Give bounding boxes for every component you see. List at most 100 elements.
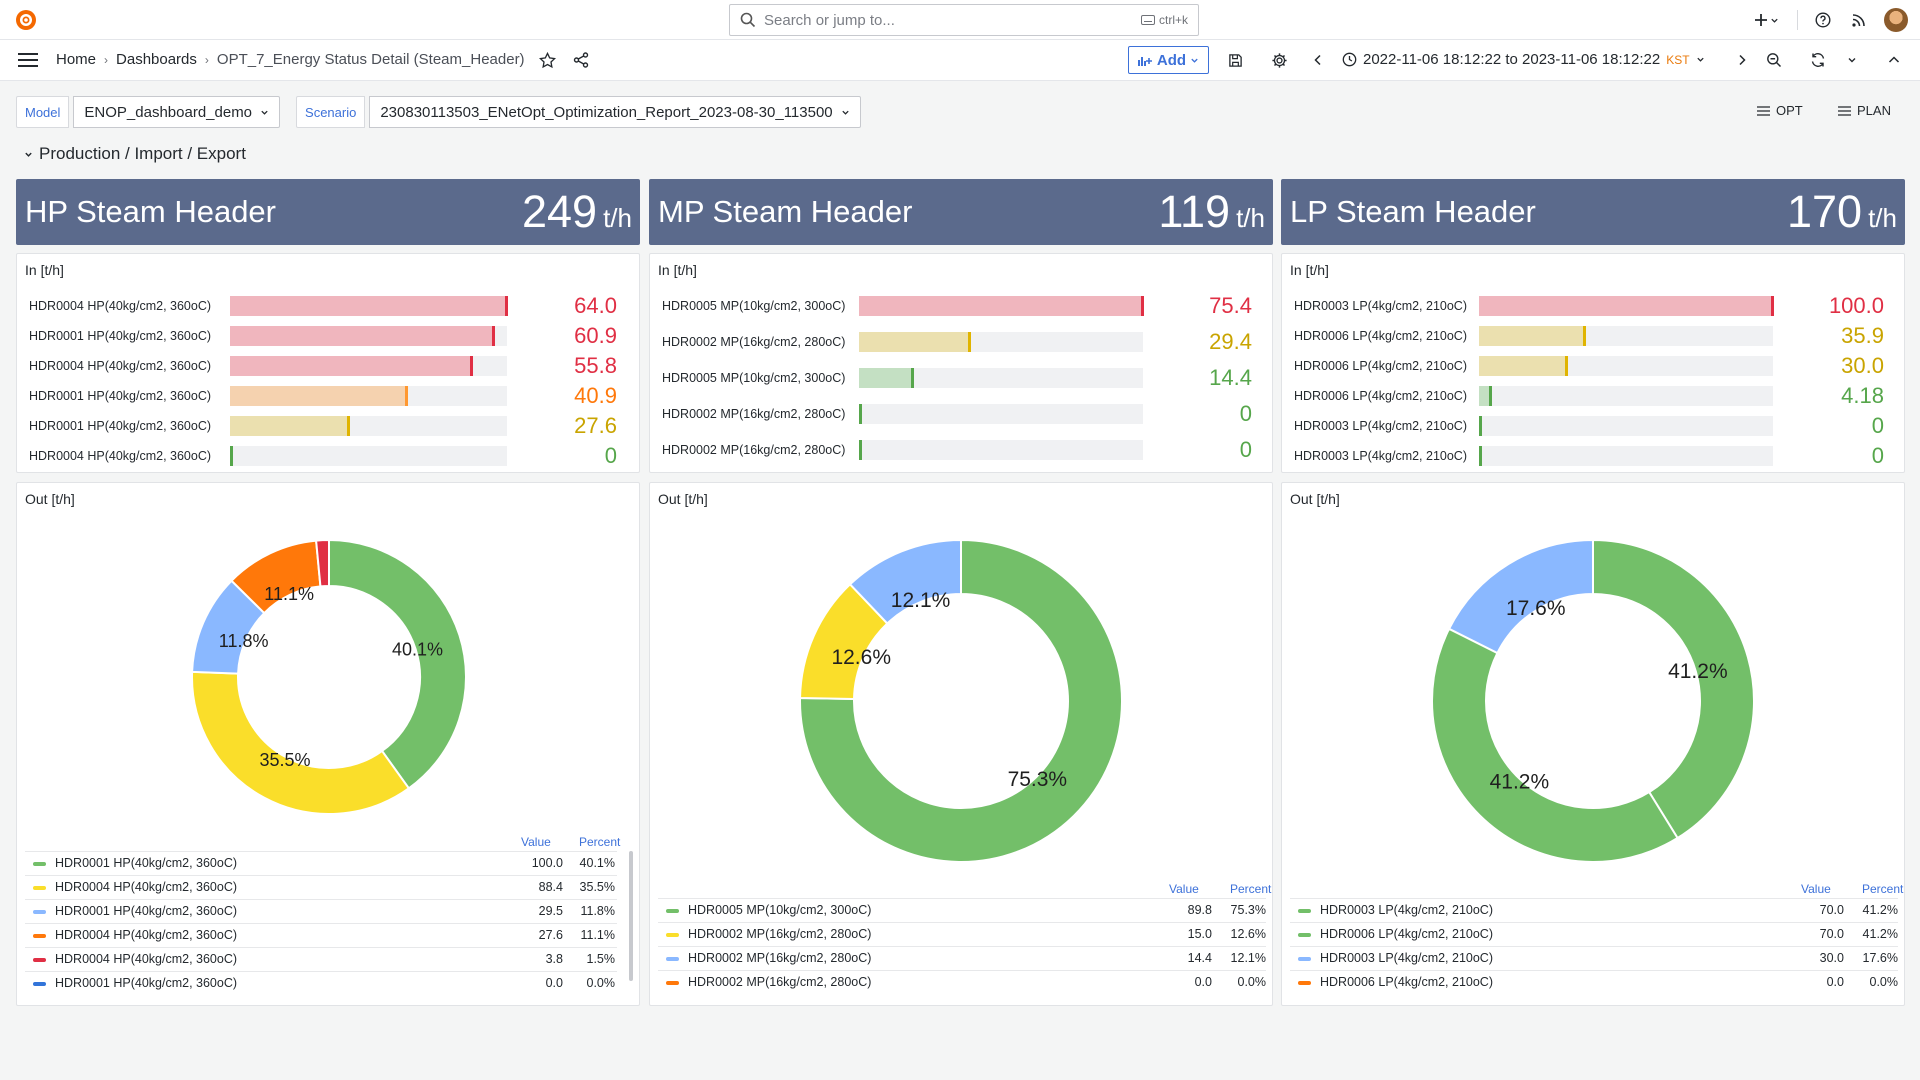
- header-name: LP Steam Header: [1290, 194, 1536, 229]
- donut-slice-label: 41.2%: [1490, 770, 1550, 793]
- legend-row[interactable]: HDR0001 HP(40kg/cm2, 360oC) 29.5 11.8%: [25, 899, 617, 923]
- grafana-logo-icon[interactable]: [14, 8, 38, 32]
- bar-edge: [1141, 296, 1144, 316]
- legend-swatch: [666, 933, 679, 937]
- donut-legend: Value Percent HDR0003 LP(4kg/cm2, 210oC) 70…: [1290, 882, 1903, 1002]
- zoom-out-button[interactable]: [1764, 50, 1784, 70]
- donut-slice[interactable]: [1592, 538, 1755, 840]
- bar-label: HDR0005 MP(10kg/cm2, 300oC): [662, 299, 846, 313]
- bar-value: 75.4: [1209, 293, 1252, 318]
- legend-header-value[interactable]: Value: [1169, 882, 1199, 896]
- bar-track: [230, 356, 507, 376]
- share-button[interactable]: [571, 50, 591, 70]
- star-button[interactable]: [537, 50, 557, 70]
- legend-row[interactable]: HDR0006 LP(4kg/cm2, 210oC) 0.0 0.0%: [1290, 970, 1898, 994]
- bar-track: [230, 386, 507, 406]
- time-forward-button[interactable]: [1732, 50, 1752, 70]
- legend-row[interactable]: HDR0003 LP(4kg/cm2, 210oC) 30.0 17.6%: [1290, 946, 1898, 970]
- legend-percent: 0.0%: [1869, 975, 1899, 989]
- time-back-button[interactable]: [1308, 50, 1328, 70]
- legend-row[interactable]: HDR0004 HP(40kg/cm2, 360oC) 88.4 35.5%: [25, 875, 617, 899]
- scenario-select[interactable]: 230830113503_ENetOpt_Optimization_Report…: [369, 96, 861, 128]
- legend-label: HDR0004 HP(40kg/cm2, 360oC): [55, 880, 238, 894]
- time-range-picker[interactable]: 2022-11-06 18:12:22 to 2023-11-06 18:12:…: [1342, 51, 1705, 68]
- donut-slice-label: 12.1%: [891, 589, 951, 612]
- legend-header-value[interactable]: Value: [1801, 882, 1831, 896]
- breadcrumb-home[interactable]: Home: [56, 51, 97, 68]
- top-right-actions: [1749, 6, 1908, 34]
- help-button[interactable]: [1812, 9, 1834, 31]
- panel-title: Out [t/h]: [25, 491, 75, 507]
- donut-slice[interactable]: [1447, 538, 1594, 655]
- hp-in-panel: In [t/h] HDR0004 HP(40kg/cm2, 360oC) 64.0…: [16, 253, 640, 473]
- chevron-right-icon: ›: [204, 52, 209, 67]
- settings-button[interactable]: [1269, 50, 1289, 70]
- collapse-button[interactable]: [1884, 50, 1904, 70]
- add-button[interactable]: Add: [1128, 46, 1209, 74]
- opt-link[interactable]: OPT: [1757, 103, 1803, 118]
- refresh-interval-dropdown[interactable]: [1842, 50, 1862, 70]
- legend-value: 0.0: [1826, 975, 1844, 989]
- legend-scrollbar[interactable]: [629, 851, 633, 981]
- bar-track: [859, 440, 1143, 460]
- legend-percent: 0.0%: [586, 976, 616, 990]
- donut-slice[interactable]: [1431, 627, 1679, 863]
- donut-slice[interactable]: [191, 670, 411, 815]
- news-button[interactable]: [1848, 9, 1870, 31]
- legend-header-percent[interactable]: Percent: [1862, 882, 1904, 896]
- legend-row[interactable]: HDR0001 HP(40kg/cm2, 360oC) 100.0 40.1%: [25, 851, 617, 875]
- bar-gauge-row: HDR0004 HP(40kg/cm2, 360oC) 64.0: [17, 293, 639, 318]
- bar-label: HDR0006 LP(4kg/cm2, 210oC): [1294, 329, 1467, 343]
- legend-row[interactable]: HDR0002 MP(16kg/cm2, 280oC) 15.0 12.6%: [658, 922, 1266, 946]
- model-select[interactable]: ENOP_dashboard_demo: [73, 96, 281, 128]
- bar-edge: [347, 416, 351, 436]
- legend-label: HDR0002 MP(16kg/cm2, 280oC): [688, 951, 872, 965]
- legend-row[interactable]: HDR0002 MP(16kg/cm2, 280oC) 0.0 0.0%: [658, 970, 1266, 994]
- legend-header-percent[interactable]: Percent: [579, 835, 621, 849]
- plus-icon: [1754, 14, 1767, 26]
- donut-slice[interactable]: [848, 538, 962, 625]
- legend-percent: 35.5%: [579, 880, 615, 894]
- menu-icon[interactable]: [18, 53, 38, 67]
- row-header-production[interactable]: Production / Import / Export: [24, 144, 246, 164]
- legend-percent: 17.6%: [1862, 951, 1898, 965]
- legend-label: HDR0004 HP(40kg/cm2, 360oC): [55, 928, 238, 942]
- bar-value: 30.0: [1841, 353, 1884, 378]
- timezone-badge: KST: [1666, 52, 1690, 67]
- bar-value: 40.9: [574, 383, 617, 408]
- legend-swatch: [33, 886, 46, 890]
- avatar[interactable]: [1884, 8, 1908, 32]
- donut-slice[interactable]: [799, 538, 1123, 863]
- panel-title: Out [t/h]: [658, 491, 708, 507]
- legend-row[interactable]: HDR0003 LP(4kg/cm2, 210oC) 70.0 41.2%: [1290, 898, 1898, 922]
- legend-row[interactable]: HDR0004 HP(40kg/cm2, 360oC) 27.6 11.1%: [25, 923, 617, 947]
- bar-label: HDR0002 MP(16kg/cm2, 280oC): [662, 443, 846, 457]
- legend-row[interactable]: HDR0001 HP(40kg/cm2, 360oC) 0.0 0.0%: [25, 971, 617, 995]
- bar-track: [1479, 446, 1773, 466]
- legend-row[interactable]: HDR0004 HP(40kg/cm2, 360oC) 3.8 1.5%: [25, 947, 617, 971]
- chevron-down-icon: [841, 110, 849, 115]
- new-menu-button[interactable]: [1749, 9, 1783, 31]
- legend-header-percent[interactable]: Percent: [1230, 882, 1272, 896]
- donut-slice-label: 17.6%: [1506, 597, 1566, 620]
- legend-row[interactable]: HDR0006 LP(4kg/cm2, 210oC) 70.0 41.2%: [1290, 922, 1898, 946]
- legend-row[interactable]: HDR0002 MP(16kg/cm2, 280oC) 14.4 12.1%: [658, 946, 1266, 970]
- legend-value: 100.0: [531, 856, 563, 870]
- bar-track: [1479, 356, 1773, 376]
- search-input[interactable]: Search or jump to... ctrl+k: [729, 4, 1199, 36]
- keyboard-icon: [1140, 15, 1155, 25]
- save-button[interactable]: [1225, 50, 1245, 70]
- bar-track: [859, 296, 1144, 316]
- bar-edge: [859, 440, 862, 460]
- legend-label: HDR0005 MP(10kg/cm2, 300oC): [688, 903, 872, 917]
- plan-link[interactable]: PLAN: [1838, 103, 1891, 118]
- breadcrumb-dashboards[interactable]: Dashboards: [116, 51, 197, 68]
- refresh-button[interactable]: [1808, 50, 1828, 70]
- legend-value: 14.4: [1187, 951, 1212, 965]
- legend-header-value[interactable]: Value: [521, 835, 551, 849]
- donut-slice[interactable]: [328, 538, 467, 790]
- legend-row[interactable]: HDR0005 MP(10kg/cm2, 300oC) 89.8 75.3%: [658, 898, 1266, 922]
- header-value-number: 119: [1158, 186, 1231, 237]
- legend-label: HDR0003 LP(4kg/cm2, 210oC): [1320, 951, 1493, 965]
- donut-slice[interactable]: [315, 538, 330, 588]
